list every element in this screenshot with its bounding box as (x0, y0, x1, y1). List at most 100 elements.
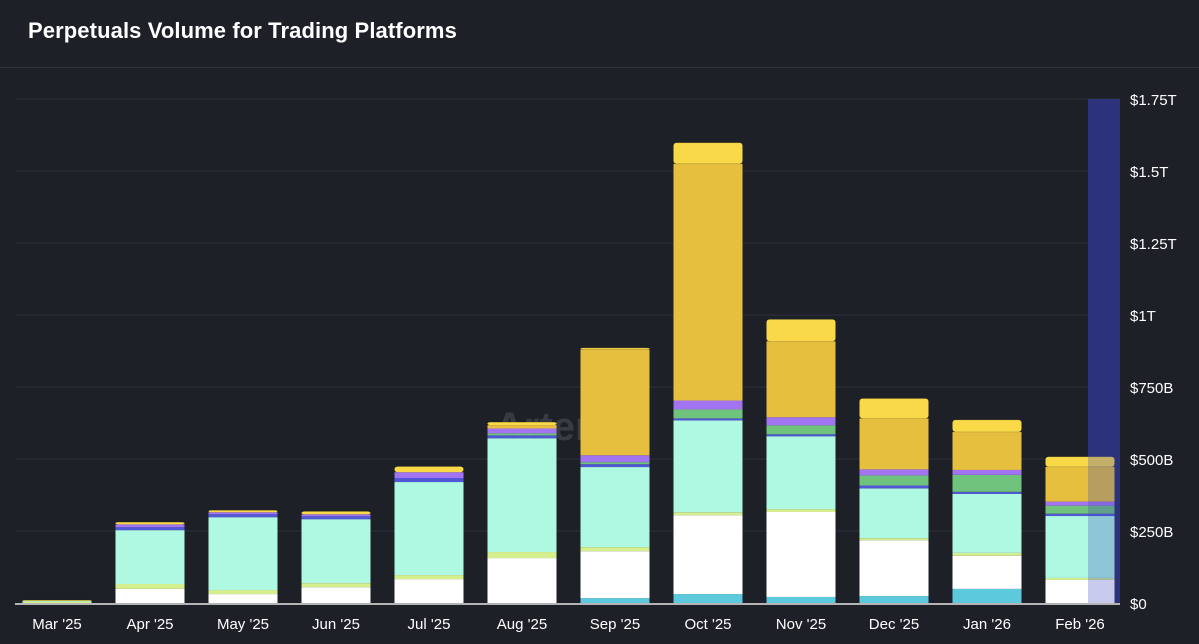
bar-segment[interactable] (115, 522, 185, 525)
bar-segment[interactable] (673, 400, 743, 410)
bar-segment[interactable] (1045, 456, 1115, 467)
bar-jun--25[interactable] (301, 510, 371, 603)
bar-segment[interactable] (673, 512, 743, 516)
bar-segment[interactable] (766, 509, 836, 512)
bar-segment[interactable] (394, 478, 464, 483)
bar-segment[interactable] (487, 438, 557, 553)
bar-segment[interactable] (859, 538, 929, 541)
bar-segment[interactable] (1045, 501, 1115, 506)
bar-segment[interactable] (580, 462, 650, 465)
bar-segment[interactable] (952, 491, 1022, 494)
bar-segment[interactable] (22, 600, 92, 602)
bar-segment[interactable] (1045, 516, 1115, 578)
bar-segment[interactable] (766, 596, 836, 603)
bar-segment[interactable] (115, 583, 185, 589)
bar-segment[interactable] (1045, 466, 1115, 502)
bar-segment[interactable] (859, 475, 929, 486)
bar-segment[interactable] (1045, 577, 1115, 580)
bar-feb--26[interactable] (1045, 456, 1115, 603)
bar-segment[interactable] (487, 428, 557, 434)
bar-segment[interactable] (580, 349, 650, 456)
bar-segment[interactable] (487, 558, 557, 603)
bar-segment[interactable] (394, 466, 464, 473)
bar-segment[interactable] (859, 596, 929, 603)
bar-may--25[interactable] (208, 509, 278, 603)
bar-nov--25[interactable] (766, 318, 836, 603)
bar-segment[interactable] (673, 420, 743, 513)
bar-segment[interactable] (766, 436, 836, 510)
bar-segment[interactable] (673, 409, 743, 419)
bar-jul--25[interactable] (394, 465, 464, 603)
bar-segment[interactable] (766, 341, 836, 418)
bar-segment[interactable] (859, 418, 929, 470)
bar-segment[interactable] (766, 425, 836, 435)
bar-segment[interactable] (952, 493, 1022, 553)
bar-apr--25[interactable] (115, 521, 185, 603)
bar-segment[interactable] (301, 516, 371, 520)
bar-segment[interactable] (22, 601, 92, 603)
bar-segment[interactable] (673, 594, 743, 603)
bar-segment[interactable] (115, 524, 185, 528)
bar-segment[interactable] (394, 482, 464, 576)
bar-segment[interactable] (487, 422, 557, 426)
bar-segment[interactable] (487, 435, 557, 439)
bar-segment[interactable] (208, 514, 278, 518)
bar-jan--26[interactable] (952, 419, 1022, 603)
bar-segment[interactable] (208, 594, 278, 603)
bar-segment[interactable] (673, 163, 743, 401)
bar-segment[interactable] (115, 530, 185, 584)
bar-segment[interactable] (952, 419, 1022, 432)
bar-segment[interactable] (394, 579, 464, 603)
bar-segment[interactable] (208, 517, 278, 591)
bar-segment[interactable] (580, 455, 650, 463)
bar-segment[interactable] (208, 590, 278, 595)
bar-segment[interactable] (673, 515, 743, 595)
bar-segment[interactable] (580, 547, 650, 552)
bar-segment[interactable] (859, 488, 929, 539)
bar-segment[interactable] (301, 514, 371, 517)
bar-segment[interactable] (487, 552, 557, 559)
bar-segment[interactable] (1045, 505, 1115, 514)
bar-segment[interactable] (394, 472, 464, 479)
bar-segment[interactable] (115, 527, 185, 531)
bar-segment[interactable] (766, 417, 836, 426)
bar-segment[interactable] (22, 600, 92, 601)
bar-segment[interactable] (580, 467, 650, 548)
bar-segment[interactable] (766, 511, 836, 597)
bar-segment[interactable] (301, 511, 371, 515)
bar-segment[interactable] (1045, 513, 1115, 517)
bar-segment[interactable] (952, 588, 1022, 603)
bar-segment[interactable] (394, 575, 464, 580)
bar-segment[interactable] (859, 469, 929, 476)
bar-segment[interactable] (766, 434, 836, 437)
bar-segment[interactable] (487, 425, 557, 429)
bar-segment[interactable] (952, 552, 1022, 556)
bar-aug--25[interactable] (487, 421, 557, 603)
bar-mar--25[interactable] (22, 599, 92, 603)
bar-segment[interactable] (580, 598, 650, 603)
bar-segment[interactable] (673, 418, 743, 421)
bar-segment[interactable] (952, 474, 1022, 492)
bar-segment[interactable] (580, 347, 650, 350)
bar-segment[interactable] (952, 431, 1022, 470)
bar-segment[interactable] (580, 464, 650, 468)
bar-segment[interactable] (952, 555, 1022, 589)
bar-segment[interactable] (580, 551, 650, 599)
bar-segment[interactable] (952, 469, 1022, 475)
bar-segment[interactable] (208, 510, 278, 513)
bar-dec--25[interactable] (859, 398, 929, 603)
bar-segment[interactable] (673, 142, 743, 164)
bar-segment[interactable] (208, 512, 278, 515)
bar-segment[interactable] (859, 485, 929, 489)
bar-segment[interactable] (859, 398, 929, 419)
bar-segment[interactable] (301, 587, 371, 603)
bar-segment[interactable] (487, 433, 557, 436)
bar-segment[interactable] (1045, 579, 1115, 603)
bar-segment[interactable] (766, 319, 836, 342)
bar-segment[interactable] (115, 588, 185, 603)
bar-segment[interactable] (859, 540, 929, 597)
bar-oct--25[interactable] (673, 142, 743, 603)
bar-segment[interactable] (301, 519, 371, 584)
bar-segment[interactable] (301, 583, 371, 588)
bar-sep--25[interactable] (580, 347, 650, 603)
